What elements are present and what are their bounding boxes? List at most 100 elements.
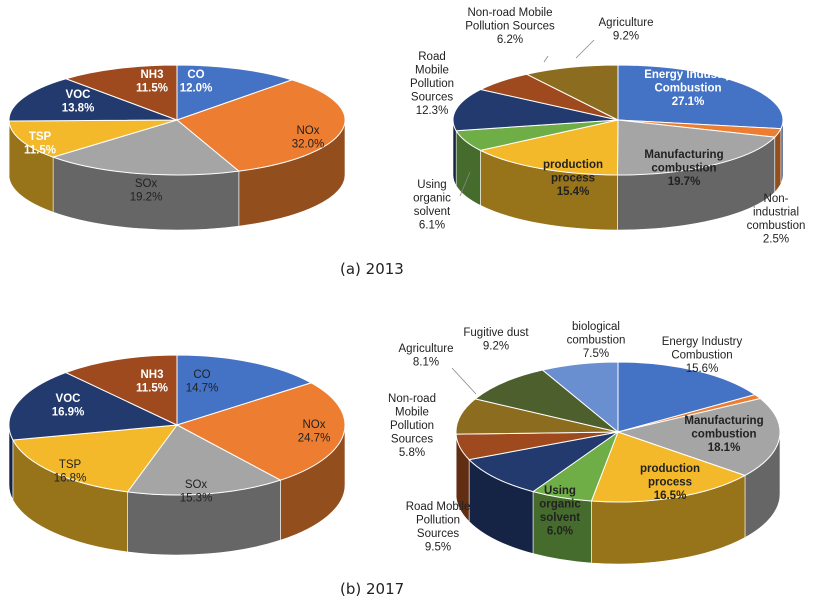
label-value: 32.0% [292,139,325,151]
label-nh3: NH3 11.5% [136,69,168,95]
slice-fugitive-dust [474,369,619,433]
label-text: Agriculture [399,343,454,355]
side-non-industrial-combustion [774,128,782,193]
label-text: process [551,173,595,185]
label-value: 13.8% [62,103,95,115]
slice-energy-industry-combustion [617,361,757,433]
label-text: VOC [66,89,91,101]
leader-agriculture [451,367,477,395]
slice-road-mobile-pollution-sources [452,88,619,132]
side-energy-industry-combustion [780,119,784,184]
label-text: CO [187,69,204,81]
label-text: VOC [56,393,81,405]
label-non-road-mobile-pollution-sources: Non-road Mobile Pollution Sources 6.2% [465,7,555,46]
label-text: process [648,477,692,489]
label-energy-industry-combustion: Energy Industry Combustion 15.6% [662,336,743,375]
label-value: 6.0% [547,526,573,538]
label-value: 27.1% [672,96,705,108]
label-text: Sources [391,434,433,446]
label-text: Non-road Mobile [467,7,552,19]
pie-top [8,354,346,496]
slice-voc [8,371,179,441]
label-text: SOx [185,479,208,491]
pie-top [452,64,784,176]
slice-nox [175,382,346,481]
slice-co [176,64,294,121]
label-text: NH3 [140,369,163,381]
label-agriculture: Agriculture 9.2% [599,17,654,43]
label-value: 5.8% [399,447,425,459]
label-non-industrial-combustion: Non-industrial combustion 2.5% [747,193,806,246]
label-text: SOx [135,178,158,190]
leader-using-organic-solvent [459,171,471,197]
label-text: Non- [764,193,789,205]
label-text: TSP [59,459,82,471]
pie-2017-sources: Energy Industry Combustion 15.6% Manufactur… [388,321,781,565]
label-tsp: TSP 16.8% [54,459,87,485]
label-value: 15.6% [686,363,719,375]
leader-non-road-mobile-pollution-sources [543,55,549,63]
label-co: CO 12.0% [180,69,213,95]
slice-production-process [478,119,619,176]
pie-top [8,64,346,176]
label-text: Mobile [415,65,449,77]
label-value: 7.5% [583,348,609,360]
label-value: 16.9% [52,407,85,419]
label-value: 6.1% [419,220,445,232]
label-text: Combustion [654,83,721,95]
label-text: Manufacturing [684,415,763,427]
label-text: combustion [567,335,626,347]
slice-manufacturing-combustion [616,397,781,477]
label-co: CO 14.7% [186,369,219,395]
slice-tsp [12,424,179,493]
label-text: Mobile [395,407,429,419]
label-text: Sources [411,92,453,104]
label-value: 11.5% [24,145,56,157]
label-value: 19.7% [668,176,701,188]
label-manufacturing-combustion: Manufacturing combustion 18.1% [684,415,763,454]
label-text: solvent [540,512,580,524]
label-text: NOx [297,125,320,137]
label-text: Pollution Sources [465,21,555,33]
label-text: Combustion [671,350,732,362]
pie-labels: CO 14.7% NOx 24.7% SOx 15.3% TSP 16.8% VOC 16.9% N… [52,369,331,505]
caption-2013: (a) 2013 [340,260,404,278]
label-text: Pollution [410,78,454,90]
label-text: Energy Industry [662,336,743,348]
label-text: combustion [691,429,756,441]
label-nox: NOx 32.0% [292,125,325,151]
slice-road-mobile-pollution-sources [468,431,619,493]
label-value: 6.2% [497,34,523,46]
label-value: 12.0% [180,83,213,95]
label-text: Non-road [388,393,436,405]
label-non-road-mobile-pollution-sources: Non-road Mobile Pollution Sources 5.8% [388,393,436,459]
pie-2013-sources: Energy Industry Combustion 27.1% Non-indust… [410,7,805,246]
label-manufacturing-combustion: Manufacturing combustion 19.7% [644,149,723,188]
label-text: solvent [414,206,451,218]
label-text: NOx [303,419,326,431]
slice-agriculture [525,64,619,121]
pie-2013-pollutants: CO 12.0% NOx 32.0% SOx 19.2% TSP 11.5% VOC 13.8% N… [8,64,346,231]
label-value: 24.7% [298,433,331,445]
label-using-organic-solvent: Using organic solvent 6.0% [539,485,581,538]
pie-top [455,361,781,503]
label-text: Using [417,179,446,191]
label-text: industrial [753,207,799,219]
label-road-mobile-pollution-sources: Road Mobile Pollution Sources 9.5% [406,501,471,554]
label-fugitive-dust: Fugitive dust 9.2% [463,327,529,353]
label-text: Pollution [390,420,434,432]
caption-2017: (b) 2017 [340,580,404,598]
pie-labels: CO 12.0% NOx 32.0% SOx 19.2% TSP 11.5% VOC 13.8% N… [24,69,324,204]
label-production-process: production process 15.4% [543,159,603,198]
slice-nox [175,79,346,172]
label-value: 18.1% [708,442,741,454]
label-text: production [640,463,700,475]
label-value: 9.2% [483,341,509,353]
leader-agriculture [575,39,595,59]
label-voc: VOC 13.8% [62,89,95,115]
label-voc: VOC 16.9% [52,393,85,419]
label-text: combustion [747,220,806,232]
label-text: Road Mobile [406,501,471,513]
slice-biological-combustion [541,361,619,434]
